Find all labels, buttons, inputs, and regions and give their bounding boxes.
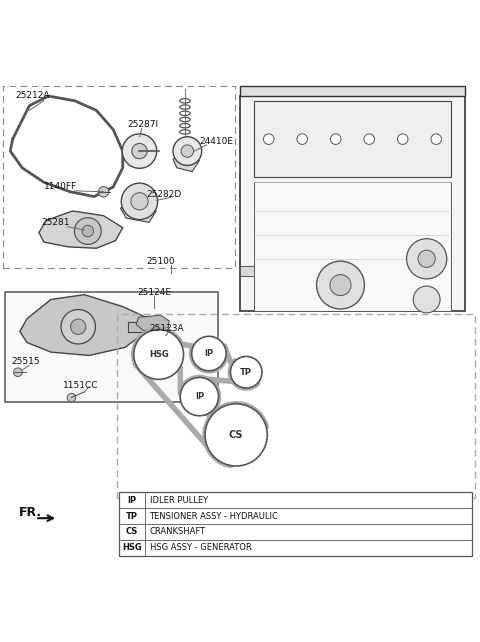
Text: FR.: FR.	[19, 507, 42, 519]
Text: CRANKSHAFT: CRANKSHAFT	[150, 527, 205, 536]
Circle shape	[122, 134, 157, 168]
Text: IP: IP	[128, 496, 137, 505]
Polygon shape	[240, 87, 465, 96]
Text: IP: IP	[195, 392, 204, 401]
Circle shape	[431, 134, 442, 144]
Polygon shape	[128, 322, 158, 331]
Text: 25287I: 25287I	[128, 120, 159, 129]
Circle shape	[132, 143, 147, 159]
Circle shape	[205, 404, 267, 466]
Polygon shape	[20, 295, 149, 356]
Text: TENSIONER ASSY - HYDRAULIC: TENSIONER ASSY - HYDRAULIC	[150, 512, 278, 521]
Text: 1151CC: 1151CC	[63, 381, 98, 390]
Polygon shape	[173, 151, 199, 171]
Circle shape	[418, 250, 435, 268]
Polygon shape	[240, 266, 254, 275]
Bar	[254, 182, 451, 311]
Circle shape	[364, 134, 374, 144]
Circle shape	[407, 239, 447, 279]
Circle shape	[317, 261, 364, 309]
Circle shape	[397, 134, 408, 144]
Circle shape	[297, 134, 308, 144]
Circle shape	[230, 356, 262, 388]
Bar	[5, 292, 218, 403]
Text: HSG: HSG	[149, 350, 168, 359]
Polygon shape	[39, 211, 123, 248]
Circle shape	[82, 225, 94, 237]
Polygon shape	[240, 96, 465, 311]
Polygon shape	[136, 315, 169, 331]
Circle shape	[413, 286, 440, 313]
Circle shape	[131, 193, 148, 210]
Circle shape	[134, 329, 183, 379]
Circle shape	[121, 183, 157, 220]
Text: 25123A: 25123A	[149, 324, 184, 333]
Circle shape	[264, 134, 274, 144]
Polygon shape	[120, 202, 156, 222]
Circle shape	[67, 394, 76, 402]
Circle shape	[13, 368, 22, 376]
Circle shape	[181, 145, 193, 157]
Circle shape	[98, 187, 109, 197]
Circle shape	[330, 134, 341, 144]
Polygon shape	[254, 101, 451, 177]
Text: IP: IP	[204, 349, 214, 358]
Circle shape	[330, 275, 351, 295]
Circle shape	[74, 218, 101, 245]
Text: CS: CS	[126, 527, 138, 536]
Text: 25124E: 25124E	[137, 288, 171, 297]
Text: CS: CS	[229, 430, 243, 440]
Text: 25515: 25515	[11, 357, 40, 366]
Circle shape	[192, 336, 226, 371]
Text: 1140FF: 1140FF	[44, 182, 77, 191]
Text: 25212A: 25212A	[15, 91, 49, 100]
Text: IDLER PULLEY: IDLER PULLEY	[150, 496, 208, 505]
Text: 24410E: 24410E	[199, 137, 233, 146]
Text: HSG ASSY - GENERATOR: HSG ASSY - GENERATOR	[150, 543, 252, 552]
Text: 25100: 25100	[147, 257, 175, 266]
Text: HSG: HSG	[122, 543, 142, 552]
Polygon shape	[136, 339, 175, 352]
Circle shape	[180, 377, 218, 416]
Circle shape	[61, 309, 96, 344]
Circle shape	[173, 137, 202, 166]
Circle shape	[71, 319, 86, 334]
Text: TP: TP	[240, 368, 252, 377]
Text: TP: TP	[126, 512, 138, 521]
Text: 25281: 25281	[41, 218, 70, 227]
Bar	[120, 492, 472, 555]
Text: 25282D: 25282D	[147, 189, 182, 198]
